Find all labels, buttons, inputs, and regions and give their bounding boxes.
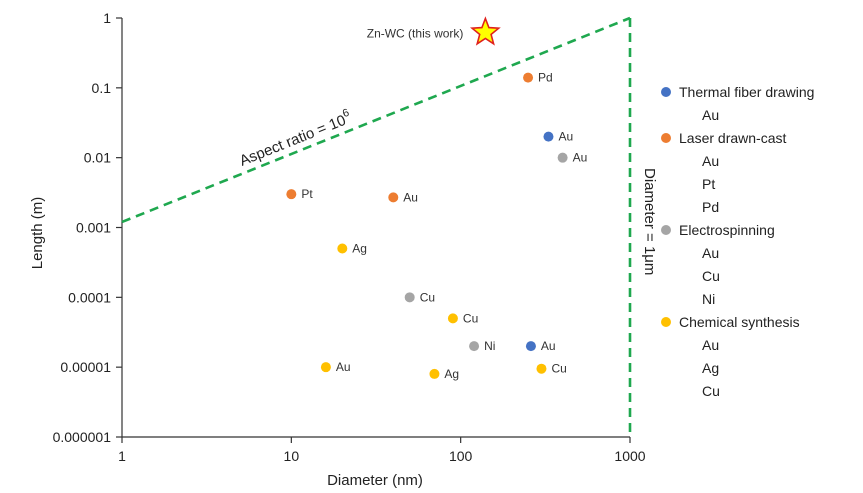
data-point: [525, 341, 536, 352]
legend-sub-item: Ni: [702, 291, 715, 307]
y-axis-label: Length (m): [29, 197, 46, 270]
legend-sub-item: Cu: [702, 383, 720, 399]
aspect-ratio-line: [121, 16, 631, 224]
data-point-label: Cu: [551, 362, 566, 376]
data-point-label: Pt: [301, 187, 313, 201]
data-point: [543, 131, 554, 142]
aspect-ratio-label: Aspect ratio = 106: [236, 107, 354, 170]
data-point: [523, 72, 534, 83]
legend-series-name: Laser drawn-cast: [679, 130, 786, 146]
data-point: [447, 313, 458, 324]
data-point: [388, 192, 399, 203]
x-axis-label: Diameter (nm): [327, 472, 423, 489]
legend-sub-item: Au: [702, 153, 719, 169]
legend-marker: [661, 87, 671, 97]
legend-sub-item: Au: [702, 107, 719, 123]
highlight-label: Zn-WC (this work): [367, 26, 464, 40]
legend-series-name: Chemical synthesis: [679, 314, 800, 330]
data-point: [286, 189, 297, 200]
y-tick-label: 0.000001: [53, 429, 112, 445]
data-points: [286, 16, 568, 379]
data-point: [404, 292, 415, 303]
legend-series-name: Thermal fiber drawing: [679, 84, 814, 100]
legend-series-name: Electrospinning: [679, 222, 775, 238]
data-point: [469, 341, 480, 352]
legend-sub-item: Au: [702, 245, 719, 261]
data-point-label: Au: [541, 339, 556, 353]
legend: Thermal fiber drawing Au Laser drawn-cast A…: [661, 84, 814, 399]
aspect-ratio-exponent: 6: [341, 107, 351, 120]
data-point-label: Pd: [538, 71, 553, 85]
legend-marker: [661, 317, 671, 327]
legend-sub-item: Ag: [702, 360, 719, 376]
data-point-label: Ag: [352, 242, 367, 256]
data-point: [429, 368, 440, 379]
data-point-label: Ni: [484, 339, 495, 353]
legend-sub-item: Cu: [702, 268, 720, 284]
highlight-star-icon: [470, 16, 501, 46]
data-point-label: Au: [336, 360, 351, 374]
legend-marker: [661, 225, 671, 235]
guide-lines: Aspect ratio = 106 Diameter = 1μm: [121, 16, 658, 437]
y-tick-label: 0.001: [76, 220, 111, 236]
data-point-label: Ag: [444, 367, 459, 381]
y-tick-label: 0.0001: [68, 289, 111, 305]
axes: [116, 17, 631, 443]
legend-sub-item: Pt: [702, 176, 715, 192]
x-tick-label: 100: [449, 448, 473, 464]
data-point-label: Au: [403, 190, 418, 204]
data-point-label: Cu: [420, 290, 435, 304]
y-tick-label: 0.01: [84, 150, 111, 166]
data-point-label: Au: [558, 130, 573, 144]
data-point: [557, 152, 568, 163]
legend-sub-item: Pd: [702, 199, 719, 215]
x-tick-label: 1: [118, 448, 126, 464]
x-tick-label: 1000: [614, 448, 645, 464]
data-point: [536, 363, 547, 374]
data-point: [320, 362, 331, 373]
data-point: [337, 243, 348, 254]
data-point-label: Cu: [463, 311, 478, 325]
y-tick-label: 0.1: [92, 80, 112, 96]
legend-sub-item: Au: [702, 337, 719, 353]
y-tick-label: 1: [103, 10, 111, 26]
diameter-limit-label: Diameter = 1μm: [641, 168, 658, 275]
y-tick-label: 0.00001: [60, 359, 111, 375]
legend-marker: [661, 133, 671, 143]
tick-labels: 1 10 100 1000 0.000001 0.00001 0.0001 0.001 0.01…: [53, 10, 646, 464]
data-point-label: Au: [573, 151, 588, 165]
aspect-ratio-text: Aspect ratio = 10: [237, 112, 348, 170]
x-tick-label: 10: [284, 448, 300, 464]
